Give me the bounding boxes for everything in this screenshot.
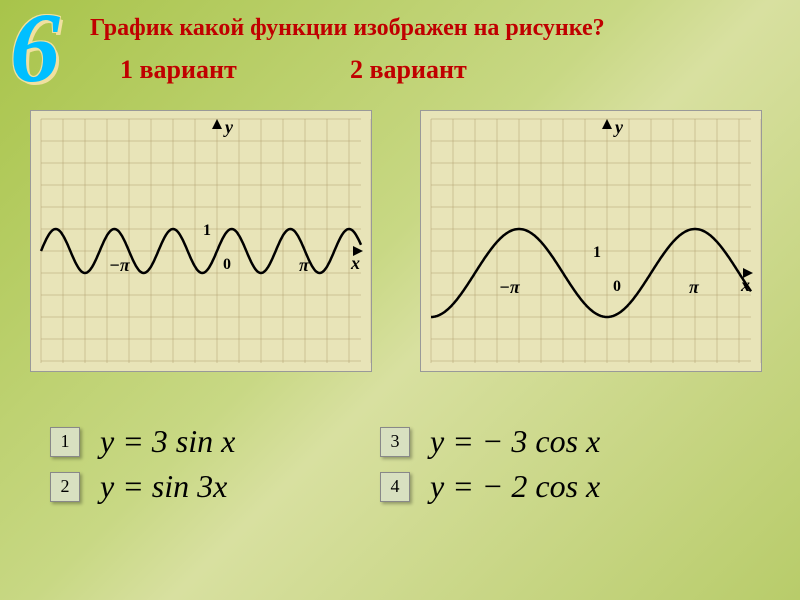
answer-1-button[interactable]: 1	[50, 427, 80, 457]
answer-3-button[interactable]: 3	[380, 427, 410, 457]
answer-2-button[interactable]: 2	[50, 472, 80, 502]
answer-4-formula: y = − 2 cos x	[430, 468, 600, 505]
svg-text:0: 0	[223, 256, 231, 273]
answer-2-formula: y = sin 3x	[100, 468, 227, 505]
chart-variant-2: y x 01 π −π	[420, 110, 762, 372]
answer-4-button[interactable]: 4	[380, 472, 410, 502]
svg-text:π: π	[299, 255, 310, 275]
svg-text:0: 0	[613, 278, 621, 295]
svg-text:1: 1	[593, 244, 601, 261]
svg-text:x: x	[740, 275, 750, 295]
svg-text:π: π	[689, 277, 700, 297]
svg-text:x: x	[350, 253, 360, 273]
svg-text:−π: −π	[499, 277, 521, 297]
question-title: График какой функции изображен на рисунк…	[90, 15, 605, 42]
svg-text:1: 1	[203, 222, 211, 239]
variant-1-label: 1 вариант	[120, 55, 237, 85]
svg-text:−π: −π	[109, 255, 131, 275]
answer-options: 1 y = 3 sin x 3 y = − 3 cos x 2 y = sin …	[50, 415, 750, 513]
svg-text:y: y	[613, 117, 624, 137]
chart-variant-1: y x 01 π −π	[30, 110, 372, 372]
question-number: 6	[10, 0, 60, 105]
answer-3-formula: y = − 3 cos x	[430, 423, 600, 460]
variant-2-label: 2 вариант	[350, 55, 467, 85]
svg-text:y: y	[223, 117, 234, 137]
answer-1-formula: y = 3 sin x	[100, 423, 235, 460]
